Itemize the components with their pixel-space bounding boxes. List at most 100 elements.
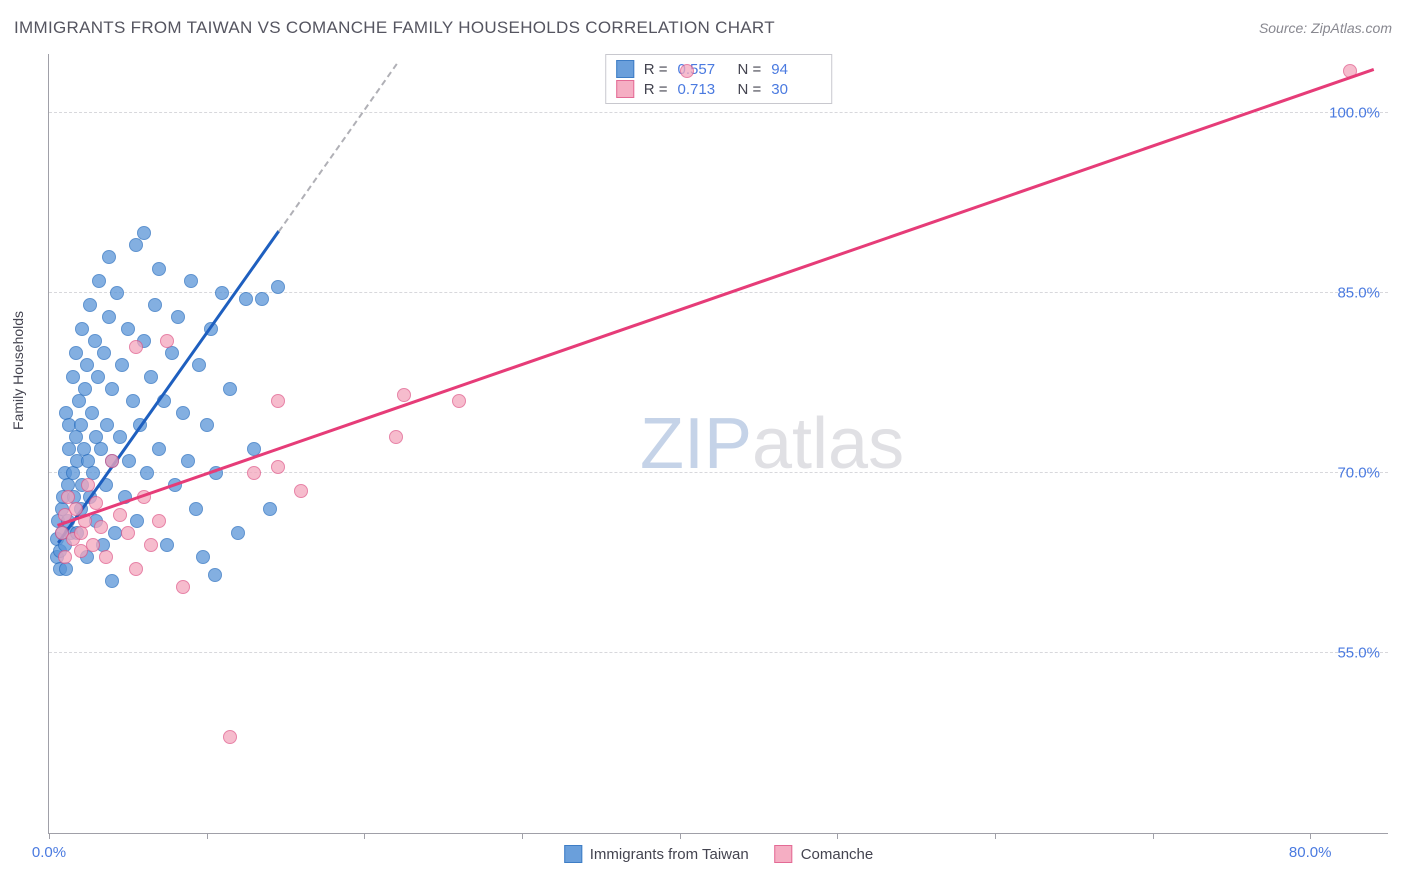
scatter-point-taiwan [181, 454, 195, 468]
scatter-point-comanche [271, 394, 285, 408]
legend-bottom: Immigrants from Taiwan Comanche [564, 845, 873, 863]
source-attribution: Source: ZipAtlas.com [1259, 20, 1392, 36]
x-tick [995, 833, 996, 839]
chart-title: IMMIGRANTS FROM TAIWAN VS COMANCHE FAMIL… [14, 18, 775, 38]
scatter-point-comanche [144, 538, 158, 552]
scatter-point-taiwan [97, 346, 111, 360]
scatter-point-taiwan [85, 406, 99, 420]
scatter-point-comanche [69, 502, 83, 516]
swatch-taiwan [616, 60, 634, 78]
scatter-point-taiwan [88, 334, 102, 348]
scatter-point-taiwan [165, 346, 179, 360]
title-bar: IMMIGRANTS FROM TAIWAN VS COMANCHE FAMIL… [14, 18, 1392, 38]
scatter-plot-area: ZIPatlas R = 0.557 N = 94 R = 0.713 N = … [48, 54, 1388, 834]
x-tick [1153, 833, 1154, 839]
r-value-comanche: 0.713 [678, 81, 728, 98]
scatter-point-taiwan [91, 370, 105, 384]
scatter-point-taiwan [69, 346, 83, 360]
scatter-point-taiwan [80, 358, 94, 372]
x-tick [364, 833, 365, 839]
n-label: N = [738, 81, 762, 98]
scatter-point-taiwan [100, 418, 114, 432]
scatter-point-taiwan [192, 358, 206, 372]
x-tick [837, 833, 838, 839]
scatter-point-taiwan [105, 382, 119, 396]
scatter-point-taiwan [102, 310, 116, 324]
scatter-point-comanche [129, 562, 143, 576]
legend-swatch-comanche [775, 845, 793, 863]
scatter-point-taiwan [152, 442, 166, 456]
y-tick-label: 100.0% [1329, 105, 1380, 122]
scatter-point-taiwan [92, 274, 106, 288]
legend-swatch-taiwan [564, 845, 582, 863]
swatch-comanche [616, 80, 634, 98]
scatter-point-taiwan [129, 238, 143, 252]
scatter-point-taiwan [176, 406, 190, 420]
y-tick-label: 85.0% [1337, 285, 1380, 302]
scatter-point-taiwan [74, 418, 88, 432]
n-label: N = [738, 61, 762, 78]
x-tick-label: 0.0% [32, 844, 66, 861]
scatter-point-taiwan [215, 286, 229, 300]
scatter-point-taiwan [263, 502, 277, 516]
scatter-point-comanche [152, 514, 166, 528]
scatter-point-taiwan [160, 538, 174, 552]
scatter-point-comanche [247, 466, 261, 480]
scatter-point-comanche [397, 388, 411, 402]
scatter-point-comanche [86, 538, 100, 552]
scatter-point-comanche [452, 394, 466, 408]
scatter-point-comanche [680, 64, 694, 78]
scatter-point-comanche [74, 526, 88, 540]
scatter-point-taiwan [110, 286, 124, 300]
scatter-point-taiwan [231, 526, 245, 540]
r-label: R = [644, 81, 668, 98]
scatter-point-taiwan [78, 382, 92, 396]
n-value-comanche: 30 [771, 81, 821, 98]
correlation-stats-box: R = 0.557 N = 94 R = 0.713 N = 30 [605, 54, 833, 104]
scatter-point-taiwan [126, 394, 140, 408]
scatter-point-comanche [81, 478, 95, 492]
scatter-point-comanche [121, 526, 135, 540]
y-tick-label: 55.0% [1337, 645, 1380, 662]
scatter-point-comanche [58, 550, 72, 564]
scatter-point-taiwan [72, 394, 86, 408]
scatter-point-taiwan [113, 430, 127, 444]
scatter-point-comanche [105, 454, 119, 468]
scatter-point-comanche [99, 550, 113, 564]
scatter-point-taiwan [189, 502, 203, 516]
scatter-point-comanche [94, 520, 108, 534]
scatter-point-taiwan [121, 322, 135, 336]
scatter-point-taiwan [83, 298, 97, 312]
scatter-point-taiwan [152, 262, 166, 276]
scatter-point-taiwan [171, 310, 185, 324]
scatter-point-taiwan [94, 442, 108, 456]
x-tick [522, 833, 523, 839]
scatter-point-taiwan [122, 454, 136, 468]
scatter-point-taiwan [271, 280, 285, 294]
scatter-point-taiwan [66, 370, 80, 384]
x-tick [680, 833, 681, 839]
x-tick [1310, 833, 1311, 839]
scatter-point-comanche [223, 730, 237, 744]
stats-row-comanche: R = 0.713 N = 30 [616, 79, 822, 99]
x-tick-label: 80.0% [1289, 844, 1332, 861]
stats-row-taiwan: R = 0.557 N = 94 [616, 59, 822, 79]
legend-label-taiwan: Immigrants from Taiwan [590, 846, 749, 863]
scatter-point-taiwan [140, 466, 154, 480]
scatter-point-taiwan [208, 568, 222, 582]
scatter-point-comanche [129, 340, 143, 354]
legend-label-comanche: Comanche [801, 846, 874, 863]
scatter-point-comanche [160, 334, 174, 348]
scatter-point-comanche [113, 508, 127, 522]
scatter-point-taiwan [255, 292, 269, 306]
scatter-point-taiwan [115, 358, 129, 372]
y-tick-label: 70.0% [1337, 465, 1380, 482]
y-axis-label: Family Households [10, 311, 26, 430]
x-tick [207, 833, 208, 839]
scatter-point-taiwan [66, 466, 80, 480]
scatter-point-taiwan [105, 574, 119, 588]
scatter-point-comanche [271, 460, 285, 474]
scatter-point-comanche [294, 484, 308, 498]
scatter-point-taiwan [196, 550, 210, 564]
legend-item-taiwan: Immigrants from Taiwan [564, 845, 749, 863]
